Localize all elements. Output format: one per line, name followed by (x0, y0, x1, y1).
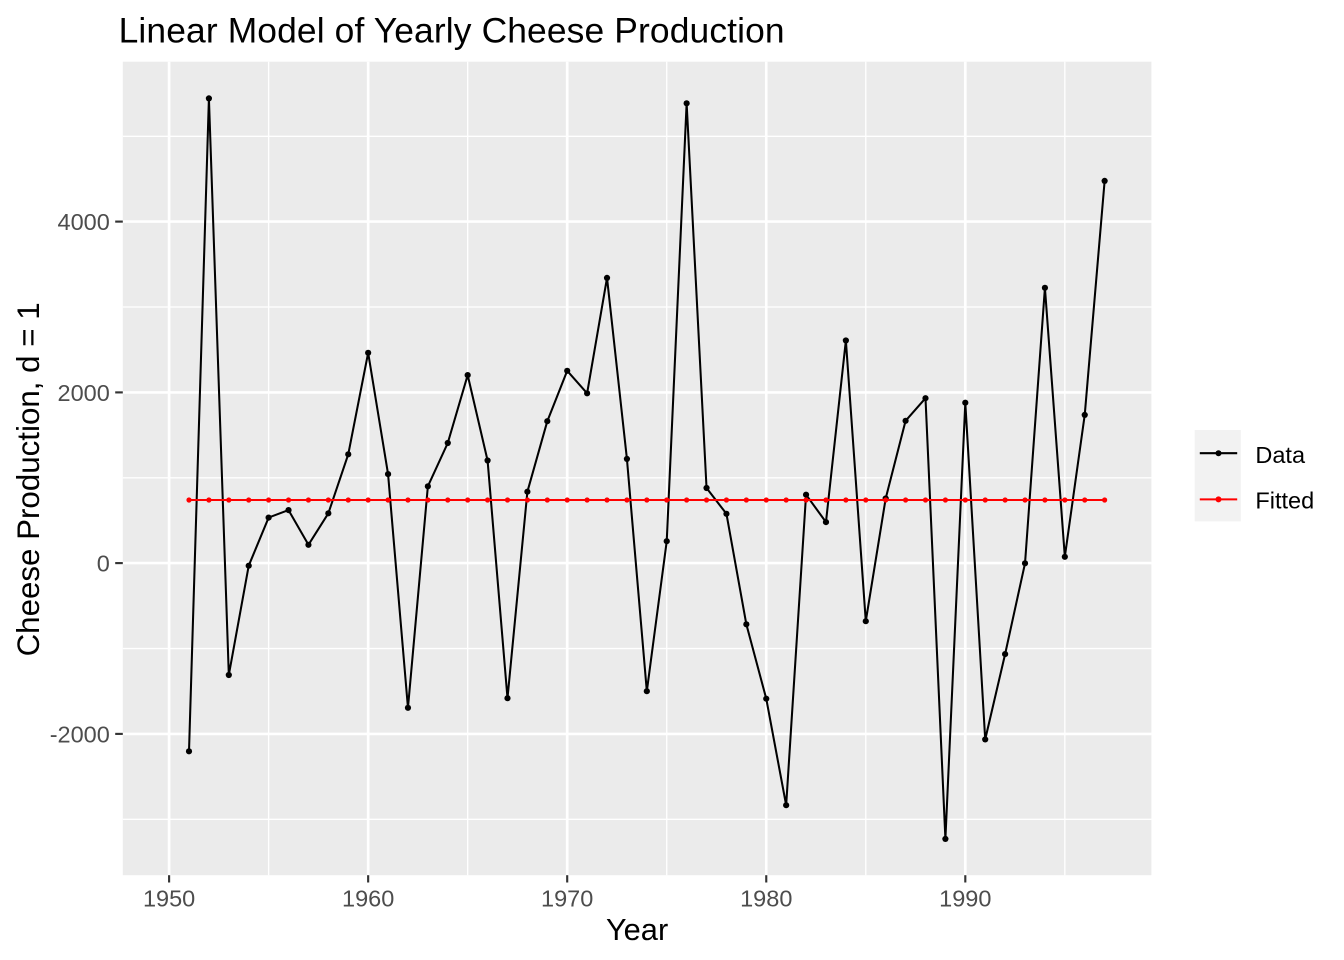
svg-text:0: 0 (97, 551, 110, 577)
svg-text:Cheese Production, d = 1: Cheese Production, d = 1 (11, 302, 46, 656)
svg-text:2000: 2000 (58, 380, 110, 406)
svg-text:Linear Model of Yearly Cheese: Linear Model of Yearly Cheese Production (119, 10, 785, 50)
svg-text:Year: Year (606, 912, 668, 947)
svg-text:4000: 4000 (58, 209, 110, 235)
svg-text:1960: 1960 (342, 885, 394, 911)
svg-text:1970: 1970 (541, 885, 593, 911)
svg-text:1980: 1980 (740, 885, 792, 911)
svg-text:1950: 1950 (143, 885, 195, 911)
svg-text:1990: 1990 (939, 885, 991, 911)
svg-text:-2000: -2000 (50, 722, 110, 748)
svg-text:Data: Data (1255, 442, 1306, 468)
svg-text:Fitted: Fitted (1255, 488, 1314, 514)
